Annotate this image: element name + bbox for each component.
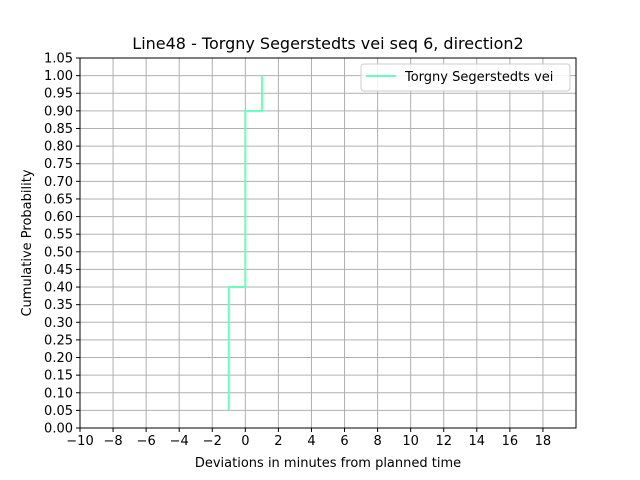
- y-tick-label: 0.50: [44, 245, 73, 260]
- y-tick-label: 0.10: [44, 386, 73, 401]
- x-tick-label: 0: [241, 434, 249, 449]
- legend-box: [360, 63, 571, 92]
- x-tick-label: 4: [307, 434, 315, 449]
- x-tick-label: 14: [469, 434, 486, 449]
- x-tick-label: 16: [502, 434, 519, 449]
- x-tick-label: 18: [535, 434, 552, 449]
- x-tick-label: 10: [402, 434, 419, 449]
- y-tick-label: 0.25: [44, 333, 73, 348]
- chart-title: Line48 - Torgny Segerstedts vei seq 6, d…: [132, 34, 523, 53]
- y-tick-label: 0.95: [44, 87, 73, 102]
- x-tick-label: −4: [170, 434, 189, 449]
- y-tick-label: 1.05: [44, 52, 73, 67]
- y-tick-label: 0.55: [44, 228, 73, 243]
- y-tick-label: 0.45: [44, 263, 73, 278]
- y-tick-label: 1.00: [44, 69, 73, 84]
- series-layer: [227, 75, 263, 411]
- y-tick-label: 0.40: [44, 281, 73, 296]
- series-line: [227, 75, 263, 411]
- y-tick-label: 0.05: [44, 404, 73, 419]
- y-tick-label: 0.85: [44, 122, 73, 137]
- y-tick-label: 0.65: [44, 192, 73, 207]
- y-tick-label: 0.15: [44, 369, 73, 384]
- x-tick-label: −8: [103, 434, 122, 449]
- y-tick-label: 0.60: [44, 210, 73, 225]
- y-tick-label: 0.30: [44, 316, 73, 331]
- x-axis-label: Deviations in minutes from planned time: [195, 456, 461, 471]
- y-tick-label: 0.00: [44, 422, 73, 437]
- legend-label: Torgny Segerstedts vei: [404, 70, 553, 85]
- y-tick-label: 0.35: [44, 298, 73, 313]
- x-tick-label: −6: [137, 434, 156, 449]
- x-tick-label: 2: [274, 434, 282, 449]
- x-tick-label: 8: [373, 434, 381, 449]
- y-tick-label: 0.80: [44, 140, 73, 155]
- x-axis: −10 −8 −6 −4 −2 0 2 4 6 8 10 12 14 16 18: [66, 428, 551, 449]
- y-tick-label: 0.75: [44, 157, 73, 172]
- x-tick-label: −2: [203, 434, 222, 449]
- x-tick-label: 6: [340, 434, 348, 449]
- x-tick-label: 12: [435, 434, 452, 449]
- y-tick-label: 0.20: [44, 351, 73, 366]
- x-tick-label: −10: [66, 434, 93, 449]
- y-axis-label: Cumulative Probability: [20, 169, 35, 316]
- y-axis: 0.00 0.05 0.10 0.15 0.20 0.25 0.30 0.35 0.40 0.45…: [44, 52, 80, 437]
- y-tick-label: 0.90: [44, 104, 73, 119]
- plot-frame: [79, 57, 577, 429]
- y-tick-label: 0.70: [44, 175, 73, 190]
- legend: Torgny Segerstedts vei: [360, 63, 571, 92]
